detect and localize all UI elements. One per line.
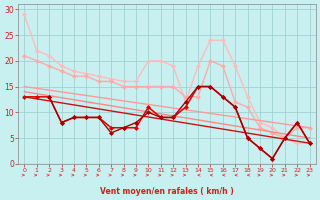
X-axis label: Vent moyen/en rafales ( km/h ): Vent moyen/en rafales ( km/h ) — [100, 187, 234, 196]
